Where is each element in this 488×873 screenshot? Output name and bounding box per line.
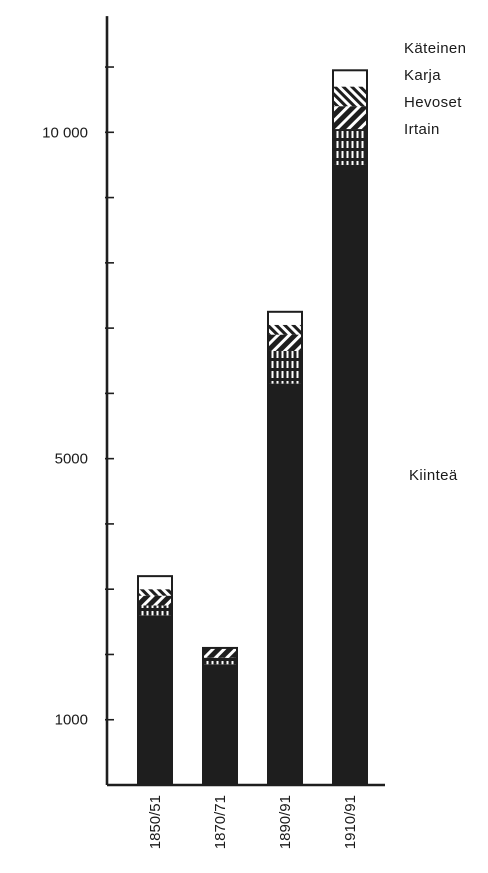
bar-segment-karja <box>333 86 367 107</box>
bar-outline <box>137 575 173 786</box>
bar-outline <box>332 69 368 786</box>
bar-outline <box>202 646 238 786</box>
legend-label-hevoset: Hevoset <box>404 94 462 111</box>
bar-segment-kiinteä <box>138 615 172 785</box>
bar-segment-kiinteä <box>333 164 367 785</box>
bar-1910-91 <box>332 69 368 786</box>
bar-segment-käteinen <box>333 70 367 87</box>
y-tick-label: 1000 <box>55 712 88 729</box>
bar-1890-91 <box>267 310 303 786</box>
bars <box>137 69 368 786</box>
x-tick-label: 1850/51 <box>147 795 164 849</box>
x-tick-label: 1890/91 <box>277 795 294 849</box>
bar-segment-käteinen <box>138 576 172 590</box>
bar-segment-irtain <box>203 657 237 665</box>
bar-segment-karja <box>138 589 172 596</box>
y-tick-label: 5000 <box>55 451 88 468</box>
x-tick-label: 1870/71 <box>212 795 229 849</box>
x-tick-label: 1910/91 <box>342 795 359 849</box>
x-axis-labels: 1850/51 1870/71 1890/91 1910/91 <box>147 795 359 849</box>
bar-segment-hevoset <box>138 595 172 606</box>
bar-outline <box>267 310 303 786</box>
legend-label-käteinen: Käteinen <box>404 40 466 57</box>
bar-segment-karja <box>268 324 302 335</box>
legend: Käteinen Karja Hevoset Irtain Kiinteä <box>404 40 466 484</box>
bar-segment-kiinteä <box>268 383 302 785</box>
bar-segment-käteinen <box>268 311 302 325</box>
bar-segment-hevoset <box>203 647 237 658</box>
bar-segment-kiinteä <box>203 664 237 785</box>
bar-segment-hevoset <box>268 334 302 351</box>
legend-label-irtain: Irtain <box>404 121 440 138</box>
bar-segment-irtain <box>268 350 302 384</box>
bar-segment-irtain <box>138 605 172 616</box>
bar-segment-hevoset <box>333 106 367 130</box>
y-tick-label: 10 000 <box>42 124 88 141</box>
legend-label-karja: Karja <box>404 67 441 84</box>
bar-1870-71 <box>202 646 238 786</box>
legend-label-kiinteä: Kiinteä <box>409 467 458 484</box>
y-axis-labels: 1000 5000 10 000 <box>42 124 88 728</box>
bar-1850-51 <box>137 575 173 786</box>
bar-segment-irtain <box>333 129 367 165</box>
